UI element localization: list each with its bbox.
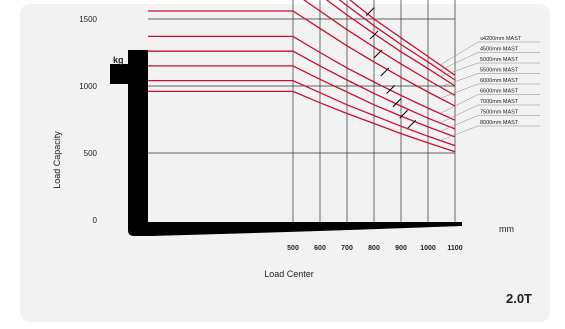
grid: [148, 0, 456, 222]
legend: ≤4200mm MAST 4500mm MAST 5000mm MAST 5500mm…: [365, 7, 540, 141]
x-tick-label: 700: [341, 245, 353, 252]
series-line: [348, 0, 456, 76]
series-line: [325, 0, 456, 87]
leader-line: [440, 41, 479, 66]
leader-line: [440, 94, 479, 114]
x-tick-label: 600: [314, 245, 326, 252]
leader-line: [440, 125, 479, 141]
y-tick-label: 0: [93, 216, 98, 225]
curve-marker: [380, 67, 390, 77]
leader-line: [440, 73, 479, 88]
curve-marker: [365, 7, 375, 16]
y-axis-title: Load Capacity: [52, 131, 62, 189]
legend-label: 5500mm MAST: [480, 68, 519, 74]
curve-marker: [407, 119, 417, 129]
x-tick-label: 1100: [447, 245, 462, 252]
curve-marker: [369, 30, 379, 40]
legend-label: ≤4200mm MAST: [480, 36, 522, 42]
leader-line: [440, 115, 479, 132]
curve-marker: [399, 109, 409, 119]
y-tick-label: 1000: [79, 82, 97, 91]
series-line: [148, 90, 456, 153]
y-tick-label: 500: [84, 149, 98, 158]
series-line: [148, 65, 456, 138]
legend-label: 8000mm MAST: [480, 120, 519, 126]
x-tick-label: 900: [395, 245, 407, 252]
x-tick-label: 500: [287, 245, 299, 252]
series-line: [148, 50, 456, 130]
curve-marker: [373, 49, 383, 59]
x-tick-label: 800: [368, 245, 380, 252]
leader-line: [440, 52, 479, 71]
curve-marker: [386, 84, 396, 94]
leader-line: [440, 62, 479, 77]
legend-label: 5000mm MAST: [480, 57, 519, 63]
curves: [148, 0, 456, 153]
fork-shape: [110, 50, 462, 236]
legend-label: 7500mm MAST: [480, 110, 519, 116]
legend-label: 6600mm MAST: [480, 89, 519, 95]
legend-label: 4500mm MAST: [480, 47, 519, 53]
series-line: [303, 0, 456, 96]
leader-line: [440, 104, 479, 124]
x-unit-label: mm: [499, 224, 514, 234]
model-label: 2.0T: [506, 291, 532, 306]
series-line: [148, 79, 456, 147]
x-axis-title: Load Center: [264, 269, 314, 279]
series-line: [148, 10, 456, 107]
y-tick-label: 1500: [79, 15, 97, 24]
x-tick-label: 1000: [420, 245, 436, 252]
series-line: [148, 35, 456, 121]
leader-line: [440, 83, 479, 99]
legend-label: 7000mm MAST: [480, 99, 519, 105]
chart-card: [20, 4, 550, 322]
series-line: [338, 0, 456, 81]
curve-marker: [392, 98, 402, 108]
ticks: 500600700800900100011000500100015002000: [79, 15, 462, 252]
legend-label: 6000mm MAST: [480, 78, 519, 84]
y-unit-label: kg: [113, 55, 124, 65]
